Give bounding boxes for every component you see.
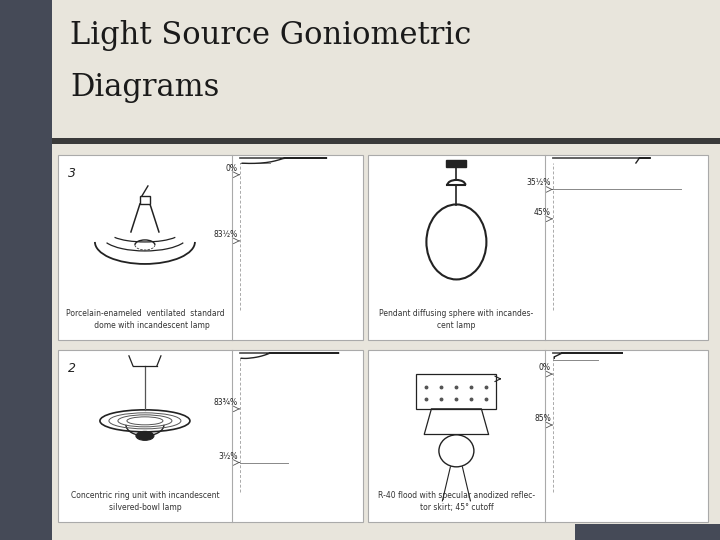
Ellipse shape	[426, 205, 487, 280]
Ellipse shape	[136, 431, 154, 440]
Text: R-40 flood with specular anodized reflec-
tor skirt; 45° cutoff: R-40 flood with specular anodized reflec…	[378, 491, 535, 512]
Ellipse shape	[100, 410, 190, 432]
Text: 85%: 85%	[534, 414, 551, 423]
Bar	[416, 374, 496, 409]
Bar	[52, 138, 720, 144]
Text: Concentric ring unit with incandescent
silvered-bowl lamp: Concentric ring unit with incandescent s…	[71, 491, 219, 512]
Bar	[58, 155, 363, 340]
Bar	[446, 160, 467, 167]
Text: Porcelain-enameled  ventilated  standard
      dome with incandescent lamp: Porcelain-enameled ventilated standard d…	[66, 309, 224, 330]
Text: Diagrams: Diagrams	[70, 72, 220, 103]
Bar	[368, 155, 708, 340]
Text: 0%: 0%	[539, 363, 551, 372]
Text: 2: 2	[68, 362, 76, 375]
Bar	[0, 0, 52, 540]
Bar	[58, 350, 363, 522]
Text: 83½%: 83½%	[214, 230, 238, 239]
Bar	[140, 196, 150, 204]
Text: Pendant diffusing sphere with incandes-
cent lamp: Pendant diffusing sphere with incandes- …	[379, 309, 534, 330]
Text: 83¾%: 83¾%	[214, 398, 238, 407]
Ellipse shape	[439, 435, 474, 467]
Text: 35½%: 35½%	[526, 178, 551, 187]
Text: 45%: 45%	[534, 208, 551, 217]
Text: 0%: 0%	[226, 164, 238, 173]
Text: 3½%: 3½%	[218, 451, 238, 461]
Bar	[575, 524, 720, 540]
Text: Light Source Goniometric: Light Source Goniometric	[70, 20, 472, 51]
Bar	[368, 350, 708, 522]
Text: 3: 3	[68, 167, 76, 180]
